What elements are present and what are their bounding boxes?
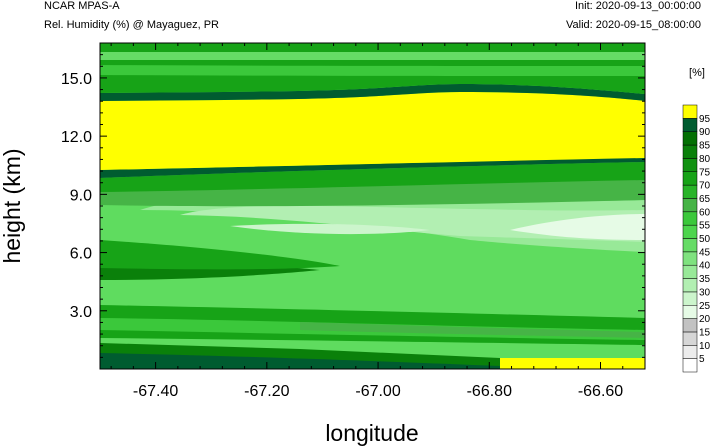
colorbar-swatch: [682, 264, 698, 279]
colorbar-level-label: 70: [699, 181, 711, 192]
rh-band-upper-dark: [100, 157, 645, 178]
colorbar-level-label: 75: [699, 167, 711, 178]
x-tick-label: -67.00: [355, 383, 400, 400]
rh-band-mid-driest: [230, 223, 430, 235]
colorbar-swatch: [682, 251, 698, 266]
field-subtitle: Rel. Humidity (%) @ Mayaguez, PR: [44, 19, 219, 31]
rh-band-boundary-layer-core: [300, 322, 645, 338]
colorbar-level-label: 10: [699, 341, 711, 352]
y-tick-label: 15.0: [61, 71, 92, 88]
colorbar-swatch: [682, 224, 698, 239]
rh-band-surface-dark-strip: [100, 353, 500, 369]
colorbar-level-label: 60: [699, 207, 711, 218]
colorbar-swatch: [682, 184, 698, 199]
colorbar-level-label: 35: [699, 274, 711, 285]
colorbar-level-label: 45: [699, 247, 711, 258]
y-tick-label: 12.0: [61, 129, 92, 146]
rh-band-surface-yellow: [500, 358, 645, 369]
colorbar-level-label: 5: [699, 354, 705, 365]
y-tick-label: 6.0: [70, 246, 92, 263]
y-tick-label: 9.0: [70, 187, 92, 204]
colorbar-level-label: 40: [699, 261, 711, 272]
colorbar-level-label: 25: [699, 301, 711, 312]
colorbar-swatch: [682, 345, 698, 359]
rh-band-top-lighter: [100, 52, 645, 60]
colorbar: 5 10 15 20 25 30 35 40 45 50 55 60 65 70 75 80 85 90 95: [682, 104, 711, 373]
colorbar-swatch: [682, 198, 698, 213]
colorbar-swatch: [682, 211, 698, 226]
rh-band-saturated-95: [100, 92, 645, 170]
colorbar-swatch: [682, 131, 698, 146]
rh-band-mid-drier: [180, 205, 645, 242]
rh-band-top-light: [100, 65, 645, 76]
model-title: NCAR MPAS-A: [44, 0, 120, 12]
plot-area: [100, 43, 645, 369]
colorbar-level-label: 30: [699, 287, 711, 298]
colorbar-swatch: [682, 318, 698, 333]
colorbar-swatch: [682, 358, 698, 373]
rh-band-lower-moist-2: [100, 240, 340, 270]
colorbar-swatch: [682, 238, 698, 253]
x-axis: -67.40 -67.20 -67.00 -66.80 -66.60: [110, 43, 623, 400]
x-tick-label: -67.20: [244, 383, 289, 400]
y-axis-label: height (km): [0, 148, 25, 263]
colorbar-level-label: 20: [699, 314, 711, 325]
colorbar-level-label: 15: [699, 327, 711, 338]
colorbar-level-label: 50: [699, 234, 711, 245]
x-tick-label: -67.40: [133, 383, 178, 400]
x-axis-label: longitude: [325, 420, 418, 446]
x-tick-label: -66.60: [578, 383, 623, 400]
init-time: Init: 2020-09-13_00:00:00: [575, 0, 701, 12]
colorbar-level-label: 85: [699, 141, 711, 152]
colorbar-level-label: 55: [699, 221, 711, 232]
colorbar-level-label: 65: [699, 194, 711, 205]
colorbar-swatch: [682, 305, 698, 319]
colorbar-swatch: [682, 171, 698, 186]
colorbar-unit-label: [%]: [689, 67, 705, 79]
colorbar-swatch: [682, 331, 698, 346]
valid-time: Valid: 2020-09-15_08:00:00: [566, 19, 701, 31]
rh-band-mid-driest-east: [510, 214, 645, 240]
rh-band-upper-transition-2: [100, 162, 645, 192]
colorbar-swatch: [682, 104, 698, 119]
colorbar-swatch: [682, 144, 698, 159]
colorbar-level-label: 90: [699, 127, 711, 138]
colorbar-level-label: 80: [699, 154, 711, 165]
y-tick-label: 3.0: [70, 304, 92, 321]
colorbar-swatch: [682, 118, 698, 132]
colorbar-swatch: [682, 158, 698, 172]
colorbar-swatch: [682, 278, 698, 293]
y-axis: 3.0 6.0 9.0 12.0 15.0: [61, 42, 645, 358]
colorbar-swatch: [682, 291, 698, 306]
colorbar-level-label: 95: [699, 114, 711, 125]
rh-band-top-dark: [100, 84, 645, 101]
x-tick-label: -66.80: [467, 383, 512, 400]
